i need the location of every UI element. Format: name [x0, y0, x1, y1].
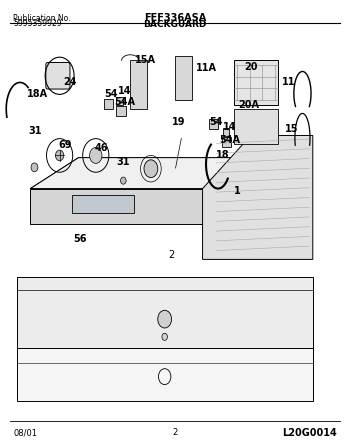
Text: 19: 19 — [172, 117, 185, 127]
Text: 5995359929: 5995359929 — [13, 19, 62, 28]
FancyBboxPatch shape — [223, 128, 229, 135]
Text: 56: 56 — [74, 234, 87, 245]
Text: Publication No.: Publication No. — [13, 14, 71, 23]
Text: 15A: 15A — [135, 55, 156, 65]
FancyBboxPatch shape — [222, 137, 231, 146]
Circle shape — [162, 333, 167, 340]
Polygon shape — [130, 60, 147, 109]
Circle shape — [90, 147, 102, 164]
Text: 08/01: 08/01 — [13, 428, 37, 437]
FancyBboxPatch shape — [117, 106, 126, 116]
Circle shape — [158, 310, 172, 328]
Polygon shape — [233, 109, 278, 144]
Text: 1: 1 — [234, 186, 240, 196]
Text: 54: 54 — [105, 89, 118, 99]
Polygon shape — [16, 277, 313, 348]
FancyBboxPatch shape — [117, 97, 123, 104]
Polygon shape — [30, 189, 203, 224]
Text: 31: 31 — [117, 157, 130, 167]
Text: 18: 18 — [216, 151, 230, 160]
Polygon shape — [30, 158, 251, 189]
Text: 54A: 54A — [114, 97, 135, 108]
Text: 2: 2 — [172, 428, 177, 437]
Text: 54A: 54A — [219, 135, 240, 145]
Circle shape — [56, 150, 64, 161]
Text: 15: 15 — [285, 124, 299, 134]
Text: 46: 46 — [94, 143, 108, 153]
Polygon shape — [175, 56, 192, 100]
Text: L20G0014: L20G0014 — [282, 428, 337, 439]
Text: 14: 14 — [223, 122, 237, 132]
Text: 54: 54 — [210, 117, 223, 127]
Text: 18A: 18A — [27, 89, 48, 99]
Polygon shape — [72, 195, 134, 213]
Text: 20A: 20A — [239, 99, 260, 110]
Text: 2: 2 — [168, 250, 175, 260]
Text: 24: 24 — [63, 78, 77, 87]
Polygon shape — [30, 158, 251, 189]
FancyBboxPatch shape — [46, 63, 70, 89]
Text: 69: 69 — [58, 140, 71, 150]
Text: 11A: 11A — [196, 63, 217, 73]
Text: BACKGUARD: BACKGUARD — [143, 21, 207, 30]
Polygon shape — [16, 348, 313, 401]
Polygon shape — [233, 60, 278, 104]
FancyBboxPatch shape — [209, 119, 218, 129]
Text: FEF336ASA: FEF336ASA — [144, 13, 206, 22]
Text: 31: 31 — [29, 126, 42, 136]
Circle shape — [144, 160, 158, 177]
Text: 11: 11 — [282, 78, 295, 87]
Polygon shape — [203, 135, 313, 259]
Text: 20: 20 — [244, 62, 258, 72]
Text: 14: 14 — [118, 86, 132, 96]
Circle shape — [121, 177, 126, 184]
Circle shape — [31, 163, 38, 172]
FancyBboxPatch shape — [104, 99, 113, 109]
